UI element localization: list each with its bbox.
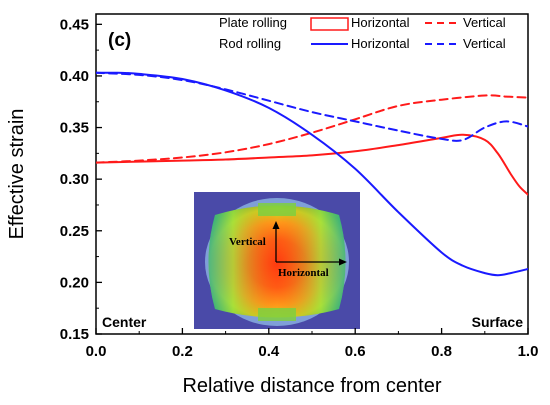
- legend: Plate rolling Rod rolling Horizontal Ver…: [219, 15, 506, 51]
- legend-group-plate: Plate rolling: [219, 15, 287, 30]
- y-axis-title: Effective strain: [6, 109, 28, 240]
- series-line-rod-horizontal: [96, 71, 528, 277]
- inset-horizontal-label: Horizontal: [278, 267, 329, 279]
- y-tick-label: 0.15: [60, 326, 89, 343]
- inset-top-pad: [258, 203, 296, 216]
- x-tick-label: 1.0: [518, 343, 539, 360]
- legend-plate-horizontal: Horizontal: [351, 15, 410, 30]
- x-tick-label: 0.0: [86, 343, 107, 360]
- x-tick-label: 0.2: [172, 343, 193, 360]
- legend-plate-vertical: Vertical: [463, 15, 506, 30]
- legend-rod-vertical: Vertical: [463, 36, 506, 51]
- y-tick-label: 0.45: [60, 16, 89, 33]
- surface-annotation: Surface: [472, 314, 524, 330]
- x-tick-label: 0.6: [345, 343, 366, 360]
- legend-rod-horizontal: Horizontal: [351, 36, 410, 51]
- y-tick-label: 0.40: [60, 68, 89, 85]
- inset-vertical-label: Vertical: [229, 236, 266, 248]
- panel-label: (c): [108, 30, 131, 51]
- inset-fe-image: Vertical Horizontal: [194, 192, 360, 329]
- series-line-plate-horizontal: [96, 133, 528, 196]
- inset-vertical-arrowhead: [272, 221, 280, 229]
- inset-horizontal-arrowhead: [339, 258, 347, 266]
- center-annotation: Center: [102, 314, 147, 330]
- y-tick-label: 0.20: [60, 274, 89, 291]
- y-tick-label: 0.35: [60, 120, 89, 137]
- legend-swatch-plate-horizontal: [310, 17, 349, 31]
- x-tick-label: 0.8: [431, 343, 452, 360]
- inset-bottom-pad: [258, 308, 296, 321]
- series-layer: [96, 71, 528, 277]
- y-tick-label: 0.30: [60, 171, 89, 188]
- x-tick-label: 0.4: [258, 343, 280, 360]
- ticks-layer: 0.0 0.2 0.4 0.6 0.8 1.0 0.15 0.20 0.25 0.30 0.35 0.…: [60, 16, 539, 360]
- x-axis-title: Relative distance from center: [182, 375, 441, 397]
- y-tick-label: 0.25: [60, 223, 89, 240]
- legend-group-rod: Rod rolling: [219, 36, 281, 51]
- series-line-rod-vertical: [96, 71, 528, 142]
- series-line-plate-vertical: [96, 94, 528, 164]
